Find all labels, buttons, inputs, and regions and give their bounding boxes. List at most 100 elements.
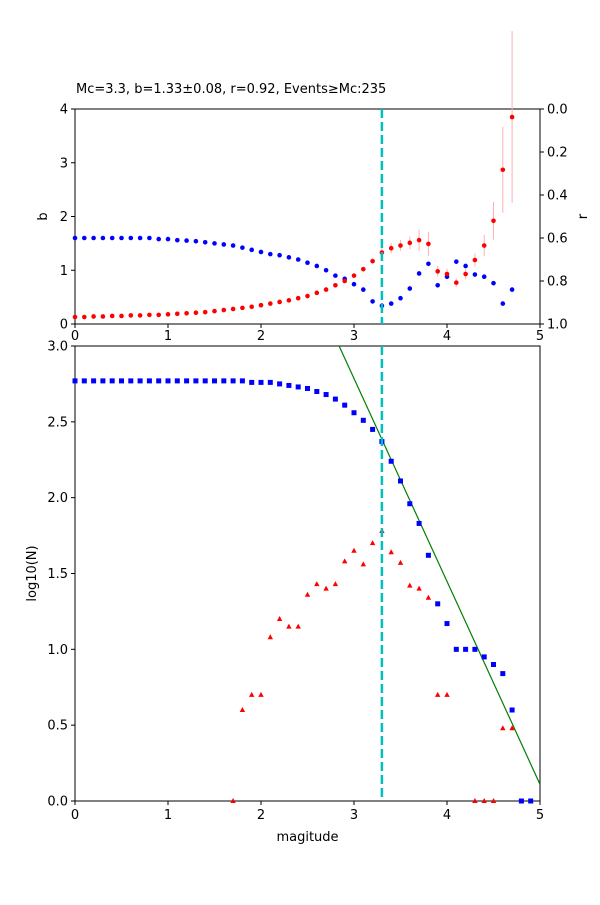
cumulative-count-marker (491, 662, 496, 667)
noncumulative-count-marker (342, 558, 348, 564)
b-value-point (305, 293, 310, 299)
b-value-point (454, 280, 459, 285)
top-y-tick-label: 1 (60, 264, 68, 279)
cumulative-count-marker (72, 378, 78, 384)
top-panel-x-ticks: 0 1 2 3 4 5 (71, 324, 544, 344)
top-panel-series (72, 31, 515, 324)
bottom-panel-y-axis-label: log10(N) (25, 545, 40, 601)
b-value-point (258, 302, 264, 308)
r-value-point (416, 271, 422, 276)
r-value-point (147, 235, 152, 241)
r-value-point (100, 235, 106, 241)
r-value-point (454, 259, 459, 264)
top-x-tick-label: 5 (536, 329, 544, 344)
cumulative-count-marker (119, 378, 124, 384)
bottom-x-tick-label: 0 (71, 808, 79, 823)
r-value-point (314, 263, 320, 269)
cumulative-count-marker (100, 378, 106, 384)
cumulative-count-marker (249, 379, 255, 385)
noncumulative-count-marker (304, 591, 311, 597)
bottom-x-tick-label: 3 (350, 808, 358, 823)
r-value-point (286, 255, 292, 260)
b-value-point (193, 310, 199, 316)
cumulative-count-marker (137, 378, 143, 384)
cumulative-count-marker (230, 378, 236, 384)
b-value-point (137, 313, 143, 318)
cumulative-count-marker (398, 478, 403, 484)
cumulative-count-marker (444, 621, 450, 627)
bottom-x-tick-label: 4 (443, 808, 451, 823)
b-value-point (240, 305, 245, 311)
b-value-point (175, 311, 180, 317)
r-value-point (305, 260, 310, 266)
b-value-point (426, 241, 431, 247)
noncumulative-count-marker (249, 691, 255, 697)
b-value-point (128, 313, 134, 318)
r-value-point (323, 267, 329, 273)
b-value-point (286, 298, 292, 303)
noncumulative-count-marker (472, 798, 478, 803)
bottom-y-tick-label: 2.5 (47, 415, 68, 430)
cumulative-count-marker (91, 378, 97, 384)
cumulative-count-marker (202, 378, 208, 384)
b-value-point (268, 301, 273, 306)
top-x-tick-label: 4 (443, 329, 451, 344)
cumulative-count-marker (500, 671, 506, 677)
b-value-point (72, 314, 78, 320)
cumulative-count-marker (425, 552, 431, 558)
r-value-point (472, 272, 478, 277)
cumulative-count-marker (509, 707, 515, 713)
cumulative-count-marker (323, 392, 329, 398)
cumulative-count-marker (277, 381, 283, 387)
b-value-point (91, 314, 96, 319)
top-panel-frame (74, 108, 541, 325)
r-value-point (481, 274, 487, 280)
cumulative-count-marker (342, 402, 348, 408)
b-value-point (407, 240, 413, 246)
top-y2-tick-label: 0.6 (547, 232, 568, 247)
top-y-tick-label: 4 (60, 103, 68, 118)
cumulative-count-marker (332, 396, 338, 402)
noncumulative-count-marker (351, 547, 357, 553)
r-value-point (398, 295, 403, 301)
cumulative-count-marker (81, 378, 87, 384)
bottom-panel-frequency-magnitude-plot: 0 1 2 3 4 5 0.0 0.5 1.0 1.5 2.0 2.5 3.0 magitude lo… (25, 340, 544, 846)
noncumulative-count-marker (509, 725, 515, 731)
cumulative-count-marker (193, 378, 199, 384)
top-y2-tick-label: 0.2 (547, 146, 568, 161)
r-value-point (82, 235, 87, 241)
r-value-point (500, 301, 506, 306)
top-panel-y-axis-label: b (36, 212, 51, 220)
b-value-point (109, 313, 115, 319)
noncumulative-count-marker (267, 634, 273, 640)
b-value-point (119, 313, 124, 319)
noncumulative-count-marker (481, 798, 487, 803)
r-value-point (221, 242, 227, 247)
noncumulative-count-marker (332, 581, 339, 587)
cumulative-count-marker (109, 378, 115, 384)
noncumulative-count-marker (276, 616, 283, 621)
r-value-point (426, 261, 431, 267)
noncumulative-count-marker (295, 623, 301, 629)
cumulative-count-marker (146, 378, 152, 384)
bottom-y-tick-label: 1.5 (47, 567, 68, 582)
r-value-point (240, 245, 245, 250)
top-y-tick-label: 0 (60, 318, 68, 333)
r-value-point (277, 252, 282, 258)
b-value-point (147, 312, 152, 318)
bottom-y-tick-label: 2.0 (47, 491, 68, 506)
noncumulative-count-marker (314, 581, 320, 587)
b-value-point (295, 295, 301, 301)
r-value-point (333, 273, 338, 278)
cumulative-count-marker (212, 378, 217, 384)
noncumulative-count-marker (407, 582, 413, 588)
b-value-point (463, 271, 468, 277)
cumulative-count-marker (184, 378, 190, 384)
r-value-point (212, 241, 217, 246)
cumulative-count-marker (416, 520, 422, 526)
cumulative-count-marker (388, 458, 394, 464)
cumulative-count-marker (156, 378, 162, 384)
r-value-point (72, 235, 78, 241)
r-value-point (193, 238, 199, 244)
r-value-point (295, 257, 301, 262)
